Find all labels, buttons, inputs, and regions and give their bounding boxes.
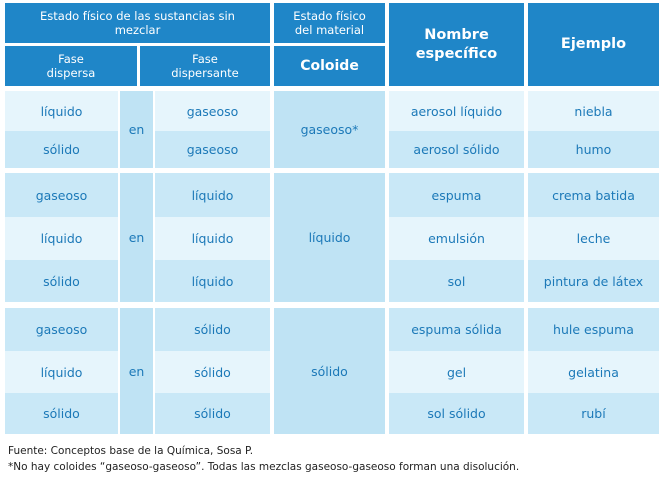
dispersa-cell: líquido xyxy=(5,351,118,393)
dispersante-cell: líquido xyxy=(155,260,270,302)
nombre-cell: aerosol sólido xyxy=(389,131,524,168)
dispersa-cell: gaseoso xyxy=(5,173,118,217)
nombre-cell: sol xyxy=(389,260,524,302)
dispersante-cell: líquido xyxy=(155,217,270,260)
colloid-state-cell: líquido xyxy=(274,173,385,302)
nombre-cell: espuma sólida xyxy=(389,308,524,351)
nombre-cell: sol sólido xyxy=(389,393,524,434)
gas-note-footnote: *No hay coloides “gaseoso-gaseoso”. Toda… xyxy=(8,461,520,473)
dispersa-cell: sólido xyxy=(5,131,118,168)
connector-en: en xyxy=(120,308,153,434)
header-fase-dispersante: Fase dispersante xyxy=(140,46,270,86)
dispersa-cell: sólido xyxy=(5,260,118,302)
ejemplo-cell: leche xyxy=(528,217,659,260)
header-ejemplo: Ejemplo xyxy=(528,3,659,86)
header-fase-dispersa: Fase dispersa xyxy=(5,46,137,86)
dispersa-cell: líquido xyxy=(5,217,118,260)
header-nombre-especifico: Nombre específico xyxy=(389,3,524,86)
source-footnote: Fuente: Conceptos base de la Química, So… xyxy=(8,445,254,457)
ejemplo-cell: hule espuma xyxy=(528,308,659,351)
connector-en: en xyxy=(120,173,153,302)
dispersa-cell: líquido xyxy=(5,91,118,131)
dispersante-cell: sólido xyxy=(155,351,270,393)
nombre-cell: espuma xyxy=(389,173,524,217)
nombre-cell: gel xyxy=(389,351,524,393)
colloid-state-cell: gaseoso* xyxy=(274,91,385,168)
dispersante-cell: sólido xyxy=(155,308,270,351)
header-estado-material: Estado físico del material xyxy=(274,3,385,43)
ejemplo-cell: pintura de látex xyxy=(528,260,659,302)
dispersante-cell: sólido xyxy=(155,393,270,434)
ejemplo-cell: rubí xyxy=(528,393,659,434)
colloid-state-cell: sólido xyxy=(274,308,385,434)
nombre-cell: aerosol líquido xyxy=(389,91,524,131)
ejemplo-cell: niebla xyxy=(528,91,659,131)
dispersante-cell: gaseoso xyxy=(155,131,270,168)
nombre-cell: emulsión xyxy=(389,217,524,260)
dispersante-cell: gaseoso xyxy=(155,91,270,131)
ejemplo-cell: humo xyxy=(528,131,659,168)
header-coloide: Coloide xyxy=(274,46,385,86)
dispersa-cell: gaseoso xyxy=(5,308,118,351)
connector-en: en xyxy=(120,91,153,168)
ejemplo-cell: crema batida xyxy=(528,173,659,217)
ejemplo-cell: gelatina xyxy=(528,351,659,393)
header-group-title: Estado físico de las sustancias sin mezc… xyxy=(5,3,270,43)
dispersante-cell: líquido xyxy=(155,173,270,217)
dispersa-cell: sólido xyxy=(5,393,118,434)
